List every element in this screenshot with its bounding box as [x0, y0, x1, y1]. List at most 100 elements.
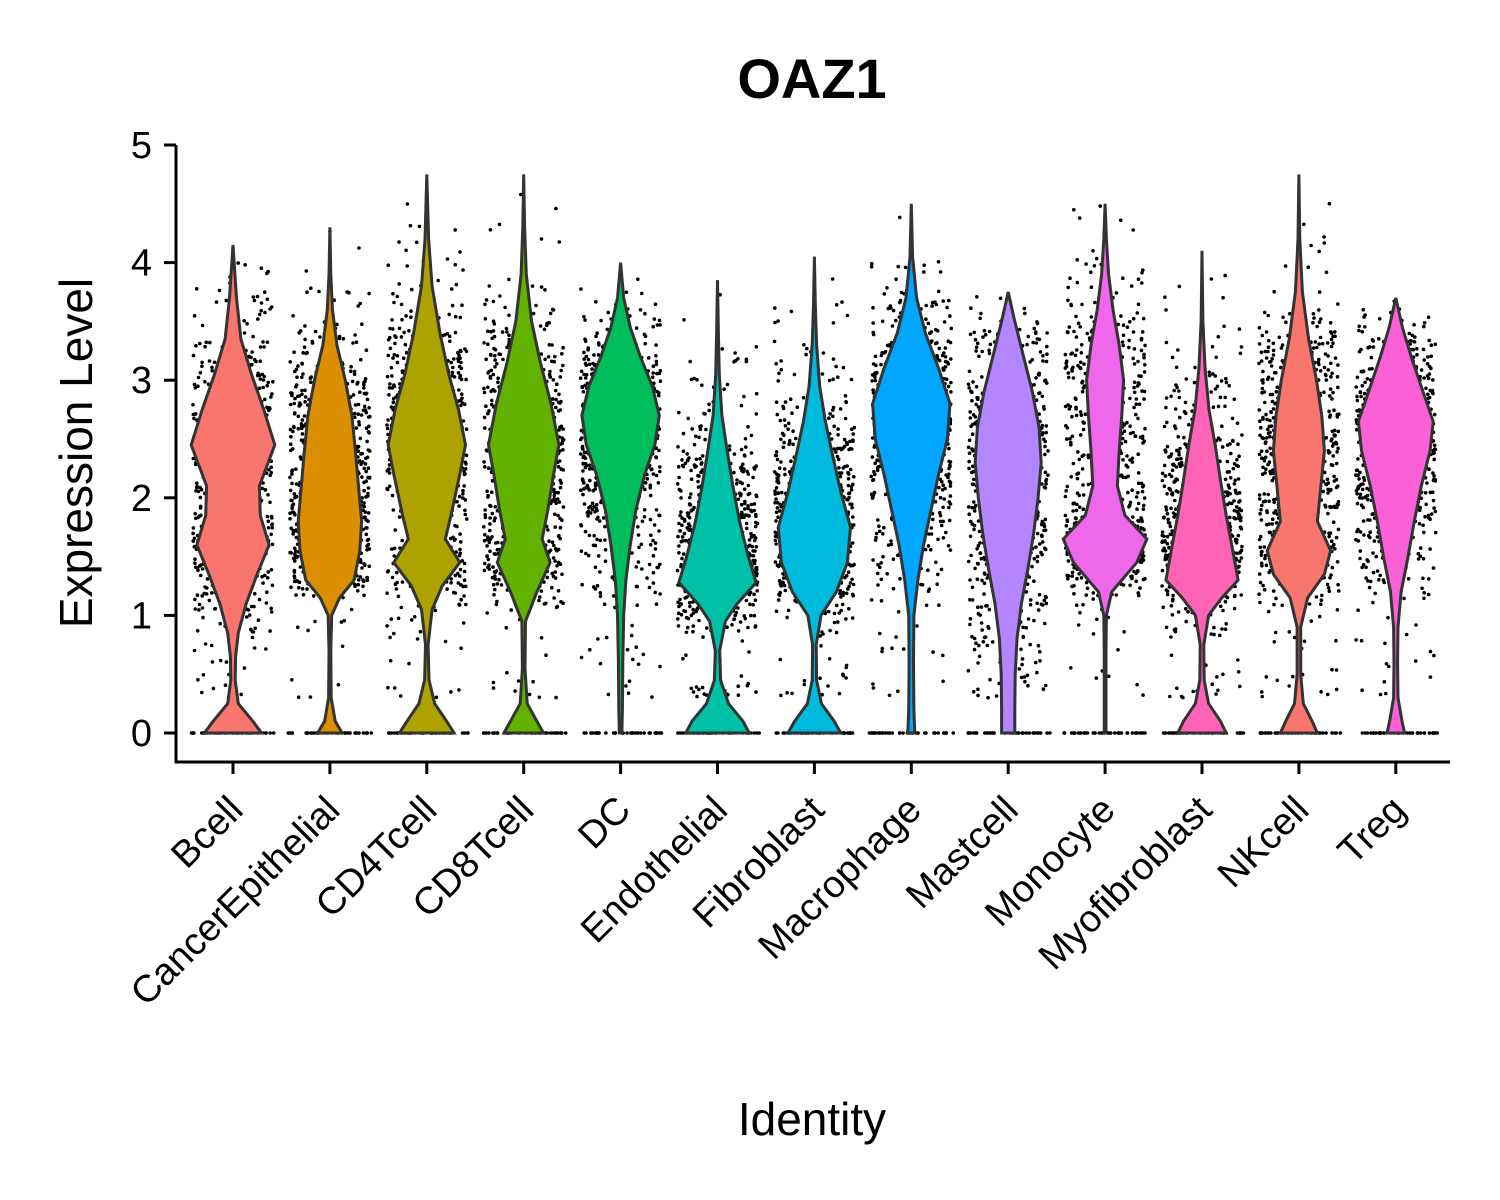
jitter-point	[412, 615, 417, 619]
jitter-point	[641, 652, 646, 657]
jitter-point	[488, 352, 493, 357]
jitter-point	[626, 691, 631, 695]
jitter-point	[460, 731, 465, 735]
jitter-point	[365, 397, 370, 402]
jitter-point	[685, 595, 689, 599]
jitter-point	[747, 538, 752, 542]
jitter-point	[485, 554, 489, 559]
jitter-point	[579, 369, 584, 374]
jitter-point	[694, 685, 699, 689]
jitter-point	[596, 554, 601, 558]
jitter-point	[509, 608, 513, 612]
jitter-point	[309, 731, 314, 735]
jitter-point	[625, 647, 630, 652]
jitter-point	[242, 319, 246, 323]
jitter-point	[560, 731, 564, 735]
jitter-point	[850, 541, 855, 545]
jitter-point	[754, 512, 758, 517]
jitter-point	[291, 314, 295, 318]
jitter-point	[291, 510, 295, 514]
jitter-point	[630, 623, 634, 628]
jitter-point	[625, 731, 629, 735]
jitter-point	[831, 408, 835, 412]
jitter-point	[643, 311, 647, 316]
jitter-point	[578, 376, 583, 381]
jitter-point	[754, 520, 758, 525]
jitter-point	[691, 607, 695, 612]
jitter-point	[776, 515, 780, 519]
jitter-point	[460, 396, 464, 401]
jitter-point	[358, 436, 363, 441]
jitter-point	[259, 266, 264, 271]
jitter-point	[482, 415, 487, 420]
jitter-point	[602, 602, 607, 606]
jitter-point	[236, 261, 240, 265]
jitter-point	[681, 431, 686, 436]
jitter-point	[500, 330, 505, 334]
jitter-point	[844, 400, 849, 405]
jitter-point	[196, 515, 201, 520]
jitter-point	[651, 364, 656, 369]
jitter-point	[213, 607, 217, 611]
jitter-point	[843, 416, 848, 421]
jitter-point	[552, 543, 556, 548]
jitter-point	[458, 315, 463, 320]
jitter-point	[591, 543, 596, 548]
jitter-point	[676, 611, 681, 616]
jitter-point	[839, 608, 843, 613]
jitter-point	[751, 475, 755, 480]
jitter-point	[459, 646, 463, 650]
jitter-point	[296, 695, 301, 699]
jitter-point	[482, 390, 487, 395]
jitter-point	[561, 448, 565, 452]
jitter-point	[676, 600, 680, 605]
jitter-point	[627, 679, 632, 683]
jitter-point	[732, 617, 736, 622]
jitter-point	[580, 444, 585, 449]
jitter-point	[658, 592, 662, 596]
jitter-point	[209, 643, 214, 648]
jitter-point	[629, 731, 633, 735]
jitter-point	[779, 359, 783, 363]
jitter-point	[352, 582, 357, 587]
jitter-point	[779, 584, 783, 588]
jitter-point	[198, 506, 203, 510]
jitter-point	[491, 680, 496, 685]
jitter-point	[692, 376, 696, 381]
jitter-point	[453, 228, 458, 232]
jitter-point	[848, 581, 853, 585]
jitter-point	[385, 486, 389, 491]
jitter-point	[744, 521, 749, 526]
jitter-point	[749, 451, 754, 455]
jitter-point	[654, 359, 659, 364]
jitter-point	[787, 442, 791, 447]
jitter-point	[552, 596, 556, 600]
jitter-point	[387, 731, 391, 735]
jitter-point	[255, 294, 260, 299]
jitter-point	[592, 353, 596, 357]
jitter-point	[579, 488, 583, 493]
jitter-point	[558, 516, 562, 521]
jitter-point	[838, 589, 843, 593]
jitter-point	[549, 359, 554, 364]
jitter-point	[558, 375, 563, 379]
jitter-point	[657, 529, 661, 533]
jitter-point	[691, 507, 695, 512]
jitter-point	[692, 463, 697, 467]
jitter-point	[794, 436, 798, 441]
jitter-point	[826, 684, 830, 688]
jitter-point	[547, 372, 552, 377]
jitter-point	[483, 532, 487, 537]
jitter-point	[313, 619, 317, 624]
jitter-point	[263, 310, 267, 315]
jitter-point	[744, 445, 748, 449]
jitter-point	[266, 570, 271, 574]
jitter-point	[834, 630, 839, 635]
jitter-point	[606, 692, 611, 697]
jitter-point	[678, 513, 682, 518]
jitter-point	[677, 544, 681, 548]
jitter-point	[742, 487, 747, 492]
jitter-point	[290, 506, 294, 511]
jitter-point	[680, 458, 684, 462]
jitter-point	[487, 731, 491, 735]
